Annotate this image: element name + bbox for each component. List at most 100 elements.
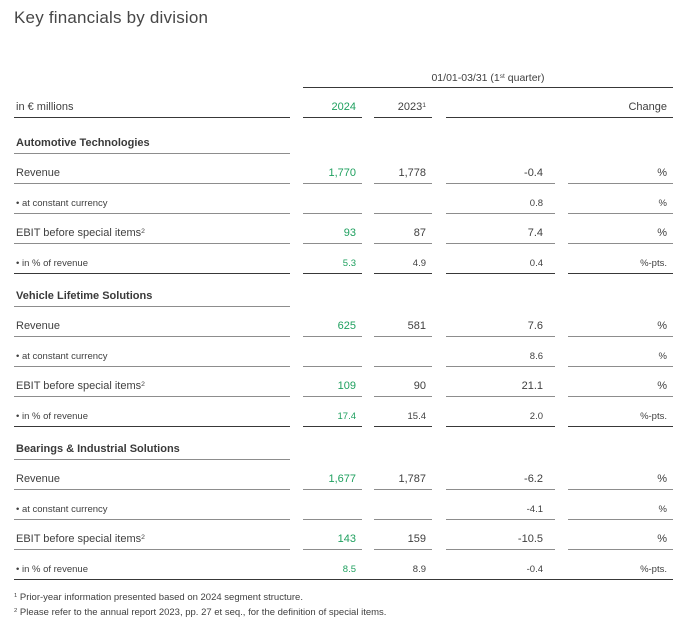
value-change: -10.5 (446, 533, 555, 550)
value-change: 7.4 (446, 227, 555, 244)
footnote-ref-1: 1 (422, 102, 426, 110)
section-title: Vehicle Lifetime Solutions (14, 290, 290, 307)
value-2023: 8.9 (412, 564, 426, 576)
column-gap (555, 336, 568, 337)
period-superscript: st (499, 73, 505, 81)
column-gap (362, 213, 374, 214)
value-unit: % (568, 320, 673, 337)
column-header-2023: 20231 (374, 101, 432, 118)
column-gap (555, 213, 568, 214)
value-2024: 625 (303, 320, 362, 337)
column-gap (432, 243, 446, 244)
column-gap (290, 273, 303, 274)
column-gap (362, 549, 374, 550)
value-unit: % (568, 380, 673, 397)
period-header-spacer (14, 85, 290, 88)
column-gap (290, 426, 303, 427)
value-change: -6.2 (446, 473, 555, 490)
section-title: Bearings & Industrial Solutions (14, 443, 290, 460)
value-2023 (374, 516, 432, 520)
column-gap (555, 396, 568, 397)
value-change: 21.1 (446, 380, 555, 397)
value-change: 2.0 (446, 411, 555, 427)
column-gap (432, 396, 446, 397)
row-label: • in % of revenue (16, 564, 88, 576)
footnote-ref-2: 2 (141, 228, 145, 236)
footnote-1-text: Prior-year information presented based o… (19, 592, 303, 603)
value-2023: 581 (374, 320, 432, 337)
column-gap (290, 396, 303, 397)
column-gap (555, 183, 568, 184)
value-unit: % (568, 504, 673, 520)
column-gap (432, 489, 446, 490)
value-change: 0.8 (446, 198, 555, 214)
footnote-2: 2 Please refer to the annual report 2023… (14, 605, 674, 620)
value-change: -0.4 (446, 167, 555, 184)
period-header: 01/01-03/31 (1st quarter) (303, 72, 673, 88)
table-row: • at constant currency 8.6% (14, 337, 673, 367)
column-gap (555, 366, 568, 367)
unit-label: in € millions (14, 101, 290, 118)
row-label: Revenue (14, 320, 290, 337)
column-gap (362, 243, 374, 244)
column-gap (362, 336, 374, 337)
value-2024: 93 (303, 227, 362, 244)
column-gap (362, 489, 374, 490)
value-2024: 143 (303, 533, 362, 550)
value-unit: %-pts. (640, 564, 667, 576)
value-2023: 87 (374, 227, 432, 244)
value-unit: % (568, 351, 673, 367)
column-header-row: in € millions 2024 20231 Change (14, 88, 673, 118)
column-gap (362, 396, 374, 397)
column-gap (432, 117, 446, 118)
section-heading-row: Automotive Technologies (14, 118, 673, 154)
table-row: • in % of revenue 5.3 4.9 0.4 %-pts. (14, 244, 673, 274)
table-row: EBIT before special items2 109 90 21.1% (14, 367, 673, 397)
column-gap (290, 213, 303, 214)
value-change: 7.6 (446, 320, 555, 337)
period-text-suffix: quarter) (504, 71, 545, 84)
column-gap (362, 426, 374, 427)
column-gap (555, 426, 568, 427)
value-2024: 5.3 (303, 258, 362, 274)
column-gap (432, 578, 446, 579)
section-title: Automotive Technologies (14, 137, 290, 154)
table-sections: Automotive Technologies Revenue 1,770 1,778… (14, 118, 673, 580)
row-label: • in % of revenue (14, 411, 290, 427)
column-header-change: Change (446, 101, 673, 118)
column-gap (290, 366, 303, 367)
footnotes: 1 Prior-year information presented based… (14, 590, 674, 620)
column-gap (290, 549, 303, 550)
row-label: EBIT before special items2 (14, 227, 290, 244)
value-change: -0.4 (526, 564, 543, 576)
column-gap (362, 519, 374, 520)
value-2024: 8.5 (342, 564, 356, 576)
value-2024 (303, 363, 362, 367)
value-2024: 1,770 (303, 167, 362, 184)
value-2023 (374, 210, 432, 214)
column-gap (432, 336, 446, 337)
row-label: EBIT before special items2 (14, 380, 290, 397)
row-label: • at constant currency (14, 504, 290, 520)
value-change: -4.1 (446, 504, 555, 520)
row-label: Revenue (14, 167, 290, 184)
column-gap (362, 273, 374, 274)
column-gap (432, 366, 446, 367)
column-gap (290, 489, 303, 490)
value-unit: % (568, 198, 673, 214)
column-gap (362, 183, 374, 184)
footnote-ref-2: 2 (141, 381, 145, 389)
value-2023: 1,787 (374, 473, 432, 490)
column-gap (290, 336, 303, 337)
value-unit: % (568, 167, 673, 184)
value-2024: 17.4 (303, 411, 362, 427)
column-gap (432, 519, 446, 520)
footnote-ref-2: 2 (141, 534, 145, 542)
footnote-2-marker: 2 (14, 608, 18, 615)
value-2023: 15.4 (374, 411, 432, 427)
value-unit: % (568, 473, 673, 490)
table-row: Revenue 1,677 1,787 -6.2% (14, 460, 673, 490)
column-gap (555, 519, 568, 520)
value-2023: 159 (374, 533, 432, 550)
